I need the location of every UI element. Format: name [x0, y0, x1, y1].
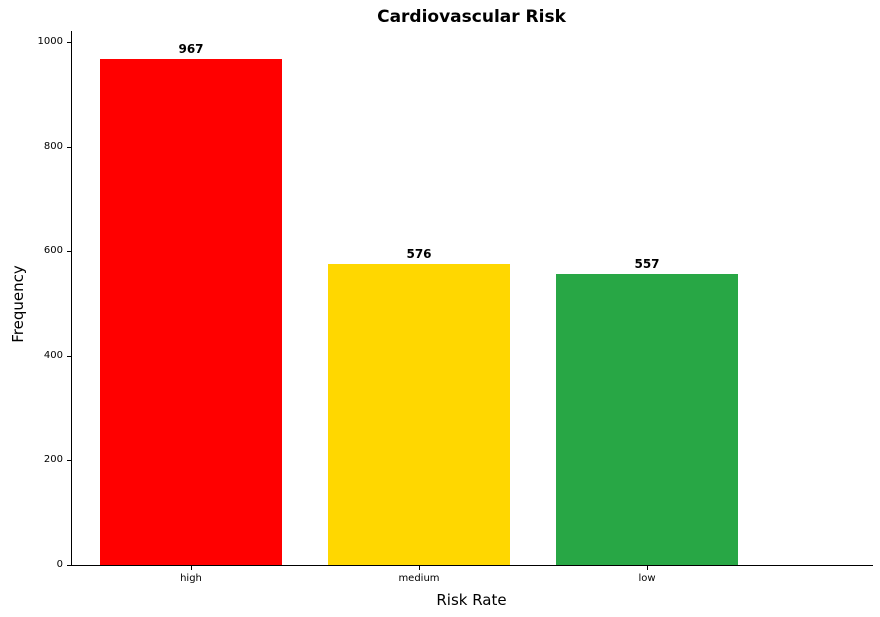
bar-value-label: 967 — [178, 42, 204, 56]
x-tick-mark — [647, 566, 648, 570]
bar-value-label: 576 — [406, 247, 432, 261]
x-tick-label: low — [638, 573, 656, 584]
x-tick-mark — [191, 566, 192, 570]
y-axis-spine — [71, 31, 72, 566]
y-tick-label: 600 — [43, 245, 63, 257]
y-tick-label: 0 — [56, 559, 63, 570]
bar-low — [556, 274, 738, 565]
y-tick-mark — [67, 565, 71, 566]
x-axis-spine — [71, 565, 873, 566]
y-tick-mark — [67, 146, 71, 148]
chart-title: Cardiovascular Risk — [377, 7, 566, 27]
bar-medium — [328, 264, 510, 565]
y-tick-label: 1000 — [37, 35, 63, 47]
y-tick-label: 200 — [43, 454, 63, 466]
bar-high — [100, 59, 282, 565]
y-tick-label: 400 — [43, 349, 63, 361]
y-tick-mark — [67, 355, 71, 357]
x-tick-label: high — [180, 573, 202, 584]
y-tick-mark — [67, 460, 71, 462]
x-axis-label: Risk Rate — [436, 591, 507, 609]
y-tick-mark — [67, 251, 71, 253]
x-tick-mark — [419, 566, 420, 570]
y-tick-mark — [67, 41, 71, 43]
bar-value-label: 557 — [634, 257, 660, 271]
x-tick-label: medium — [398, 573, 440, 584]
y-tick-label: 800 — [43, 140, 63, 152]
